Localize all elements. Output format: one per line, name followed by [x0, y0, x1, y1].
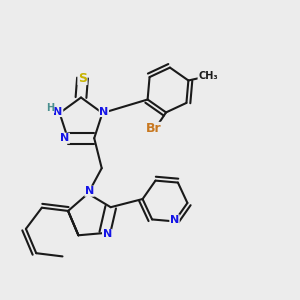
Text: N: N — [99, 106, 109, 116]
Text: N: N — [85, 186, 94, 196]
Text: CH₃: CH₃ — [198, 71, 218, 81]
Text: H: H — [46, 103, 54, 112]
Text: Br: Br — [146, 122, 162, 135]
Text: N: N — [60, 133, 69, 143]
Text: N: N — [103, 230, 112, 239]
Text: S: S — [78, 71, 87, 85]
Text: N: N — [53, 106, 63, 116]
Text: N: N — [170, 215, 179, 225]
